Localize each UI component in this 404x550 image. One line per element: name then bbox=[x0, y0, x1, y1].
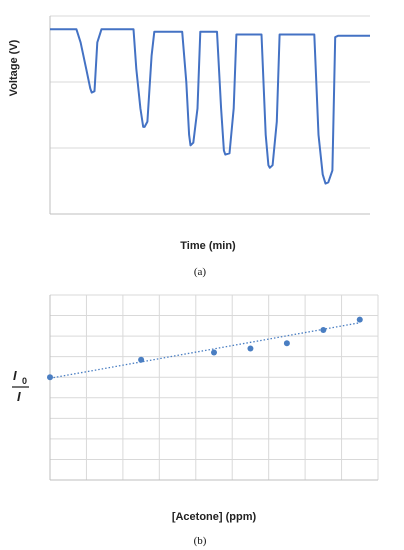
data-point bbox=[138, 356, 145, 363]
panel-label-b: (b) bbox=[194, 535, 207, 547]
chart-ratio-acetone: I 0 I [Acetone] (ppm) (b) bbox=[12, 294, 379, 547]
y-axis-title: I 0 I bbox=[12, 368, 29, 404]
y-title-numerator: I bbox=[13, 368, 17, 383]
data-point bbox=[356, 316, 363, 323]
y-title-denominator: I bbox=[17, 389, 21, 404]
data-point bbox=[247, 345, 254, 352]
trendline bbox=[49, 322, 360, 379]
y-title-subscript: 0 bbox=[22, 376, 27, 386]
series-line bbox=[50, 28, 370, 185]
x-axis-title: [Acetone] (ppm) bbox=[172, 511, 257, 523]
data-point bbox=[47, 374, 53, 381]
y-axis-title: Voltage (V) bbox=[8, 39, 20, 96]
data-point bbox=[320, 326, 327, 333]
data-point bbox=[283, 340, 290, 347]
data-point bbox=[211, 349, 217, 356]
panel-label-a: (a) bbox=[194, 266, 207, 278]
chart-voltage-time: Voltage (V) Time (min) (a) bbox=[8, 15, 370, 278]
x-axis-title: Time (min) bbox=[180, 240, 236, 252]
